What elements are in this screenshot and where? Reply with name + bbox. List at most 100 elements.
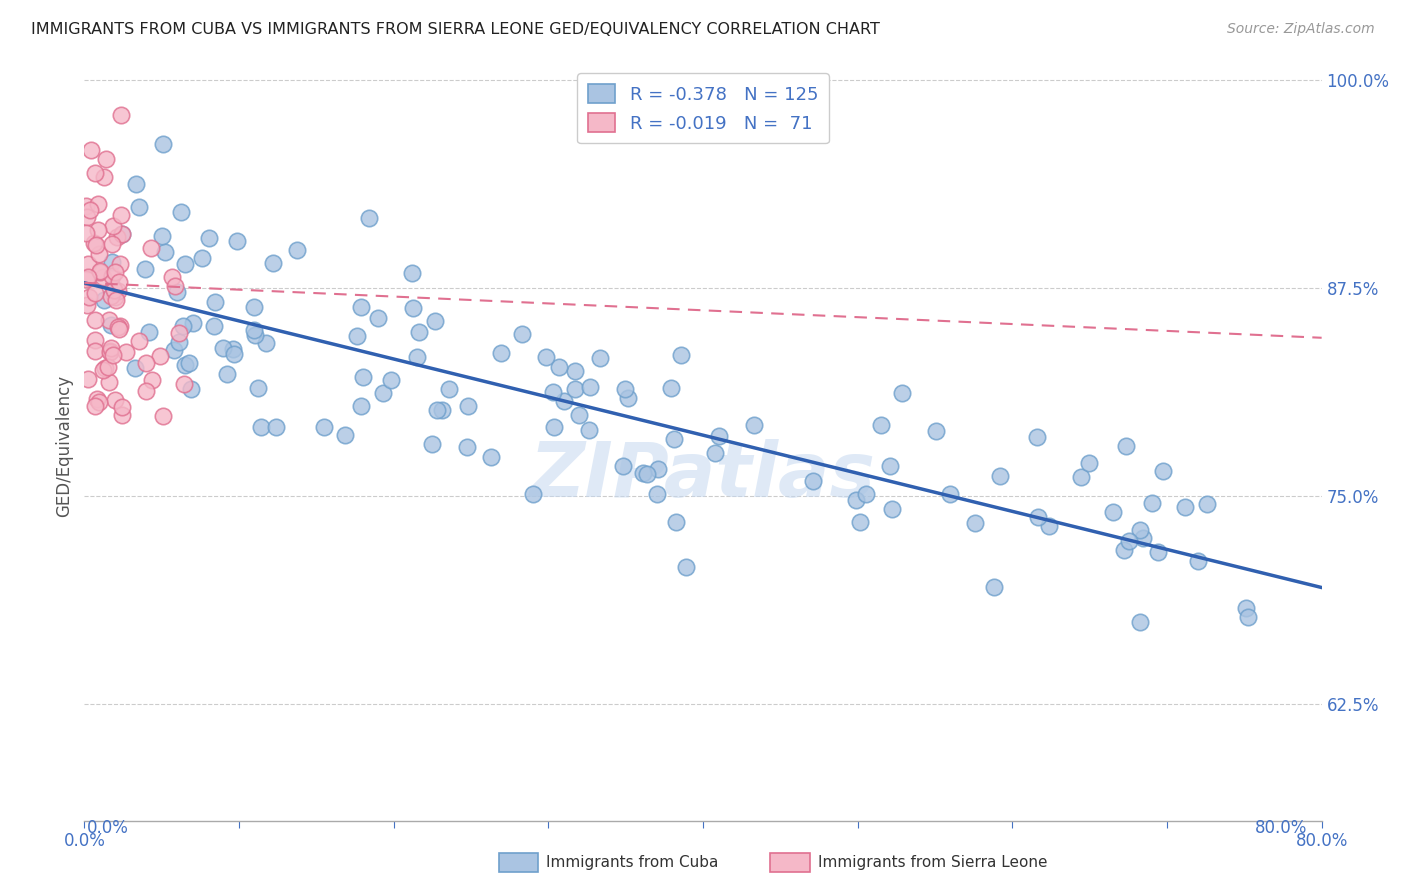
Point <box>633 466 655 480</box>
Point <box>217 367 239 381</box>
Point <box>578 379 600 393</box>
Point <box>101 281 124 295</box>
Text: 80.0%: 80.0% <box>1256 819 1308 837</box>
Point <box>333 428 356 442</box>
Point <box>100 318 122 333</box>
Point <box>202 319 225 334</box>
Point <box>108 256 131 270</box>
Point <box>406 350 429 364</box>
Point <box>162 269 184 284</box>
Text: Immigrants from Sierra Leone: Immigrants from Sierra Leone <box>818 855 1047 870</box>
Point <box>564 382 586 396</box>
Point <box>103 284 125 298</box>
Point <box>491 346 513 360</box>
Point <box>115 344 138 359</box>
Point <box>98 343 121 358</box>
Point <box>456 440 478 454</box>
Point <box>97 359 120 374</box>
Point <box>264 420 287 434</box>
Point <box>408 325 430 339</box>
Point <box>98 313 121 327</box>
Point <box>636 467 658 481</box>
Point <box>100 237 122 252</box>
Point <box>1236 610 1258 624</box>
Point <box>89 265 111 279</box>
Point <box>437 382 460 396</box>
Point <box>1147 545 1170 559</box>
Point <box>925 425 948 439</box>
Point <box>84 399 107 413</box>
Point <box>589 351 612 366</box>
Point <box>426 402 449 417</box>
Point <box>93 170 115 185</box>
Point <box>965 516 987 530</box>
Point <box>522 487 544 501</box>
Point <box>139 241 162 255</box>
Point <box>93 293 115 307</box>
Point <box>357 211 380 225</box>
Point <box>314 420 336 434</box>
Point <box>87 197 110 211</box>
Point <box>111 409 134 423</box>
Point <box>103 265 125 279</box>
Point <box>353 370 375 384</box>
Point <box>1115 439 1137 453</box>
Point <box>665 515 688 529</box>
Point <box>510 326 533 341</box>
Point <box>703 446 725 460</box>
Point <box>77 290 100 304</box>
Point <box>1187 554 1209 568</box>
Point <box>152 409 174 423</box>
Point <box>803 475 825 489</box>
Point <box>84 343 107 358</box>
Point <box>101 254 124 268</box>
Point <box>89 395 111 409</box>
Point <box>564 364 586 378</box>
Point <box>988 468 1011 483</box>
Point <box>101 269 124 284</box>
Point <box>543 420 565 434</box>
Point <box>98 344 121 359</box>
Point <box>134 262 156 277</box>
Point <box>675 560 697 574</box>
Point <box>138 325 160 339</box>
Point <box>141 373 163 387</box>
Point <box>149 349 172 363</box>
Point <box>457 399 479 413</box>
Point <box>198 231 221 245</box>
Point <box>173 377 195 392</box>
Point <box>1118 533 1140 548</box>
Point <box>1026 509 1049 524</box>
Point <box>371 386 394 401</box>
Point <box>401 267 423 281</box>
Point <box>107 319 129 334</box>
Point <box>567 408 589 422</box>
Point <box>1129 523 1152 537</box>
Point <box>742 418 765 433</box>
Point <box>1140 496 1163 510</box>
Point <box>659 381 682 395</box>
Point <box>204 295 226 310</box>
Point <box>108 322 131 336</box>
Point <box>111 400 134 414</box>
Point <box>110 108 132 122</box>
Text: 0.0%: 0.0% <box>87 819 129 837</box>
Point <box>86 392 108 406</box>
Point <box>94 361 117 376</box>
Point <box>75 272 97 286</box>
Point <box>104 392 127 407</box>
Point <box>80 144 103 158</box>
Point <box>225 234 247 248</box>
Point <box>882 502 904 516</box>
Point <box>76 298 98 312</box>
Point <box>1026 429 1049 443</box>
Point <box>77 257 100 271</box>
Point <box>613 382 636 396</box>
Point <box>91 269 114 284</box>
Point <box>247 381 270 395</box>
Point <box>1077 456 1099 470</box>
Point <box>84 312 107 326</box>
Point <box>173 358 195 372</box>
Point <box>262 256 284 270</box>
Point <box>890 385 912 400</box>
